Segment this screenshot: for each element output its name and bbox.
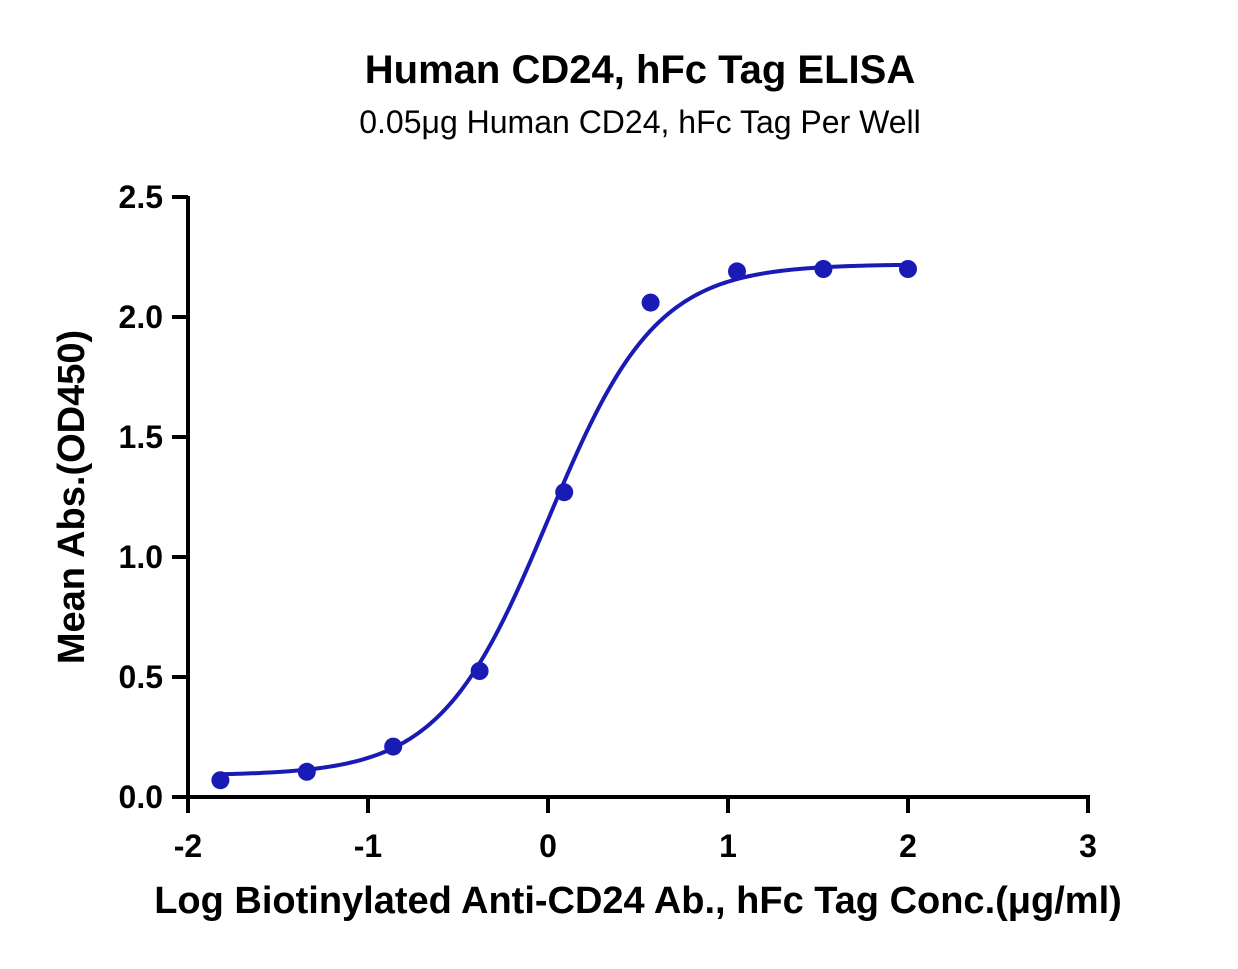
data-point (297, 762, 316, 781)
x-tick-label: -2 (174, 828, 202, 864)
y-axis-label: Mean Abs.(OD450) (51, 330, 93, 664)
data-point (728, 262, 746, 281)
data-point (899, 260, 917, 278)
x-tick-label: 3 (1079, 828, 1097, 864)
y-tick-label: 0.5 (119, 659, 163, 695)
data-point (814, 260, 833, 278)
data-point (384, 737, 403, 756)
x-tick-label: 2 (899, 828, 917, 864)
fit-curve (220, 262, 909, 777)
y-tick-label: 1.0 (119, 539, 163, 575)
data-point (470, 662, 489, 680)
chart-subtitle: 0.05μg Human CD24, hFc Tag Per Well (359, 104, 921, 140)
y-tick-label: 0.0 (119, 779, 163, 815)
x-tick-label: 1 (719, 828, 737, 864)
y-axis-ticks: 0.0 0.5 1.0 1.5 2.0 2.5 (119, 179, 188, 815)
x-axis-ticks: -2 -1 0 1 2 3 (174, 797, 1097, 864)
y-tick-label: 2.0 (119, 299, 163, 335)
chart-title: Human CD24, hFc Tag ELISA (365, 48, 915, 92)
data-point (555, 483, 574, 502)
y-tick-label: 2.5 (119, 179, 163, 215)
y-tick-label: 1.5 (119, 419, 163, 455)
data-points (211, 260, 917, 790)
data-point (641, 293, 660, 312)
x-tick-label: 0 (539, 828, 557, 864)
x-axis-label: Log Biotinylated Anti-CD24 Ab., hFc Tag … (154, 880, 1122, 922)
data-point (211, 771, 230, 790)
x-tick-label: -1 (354, 828, 382, 864)
